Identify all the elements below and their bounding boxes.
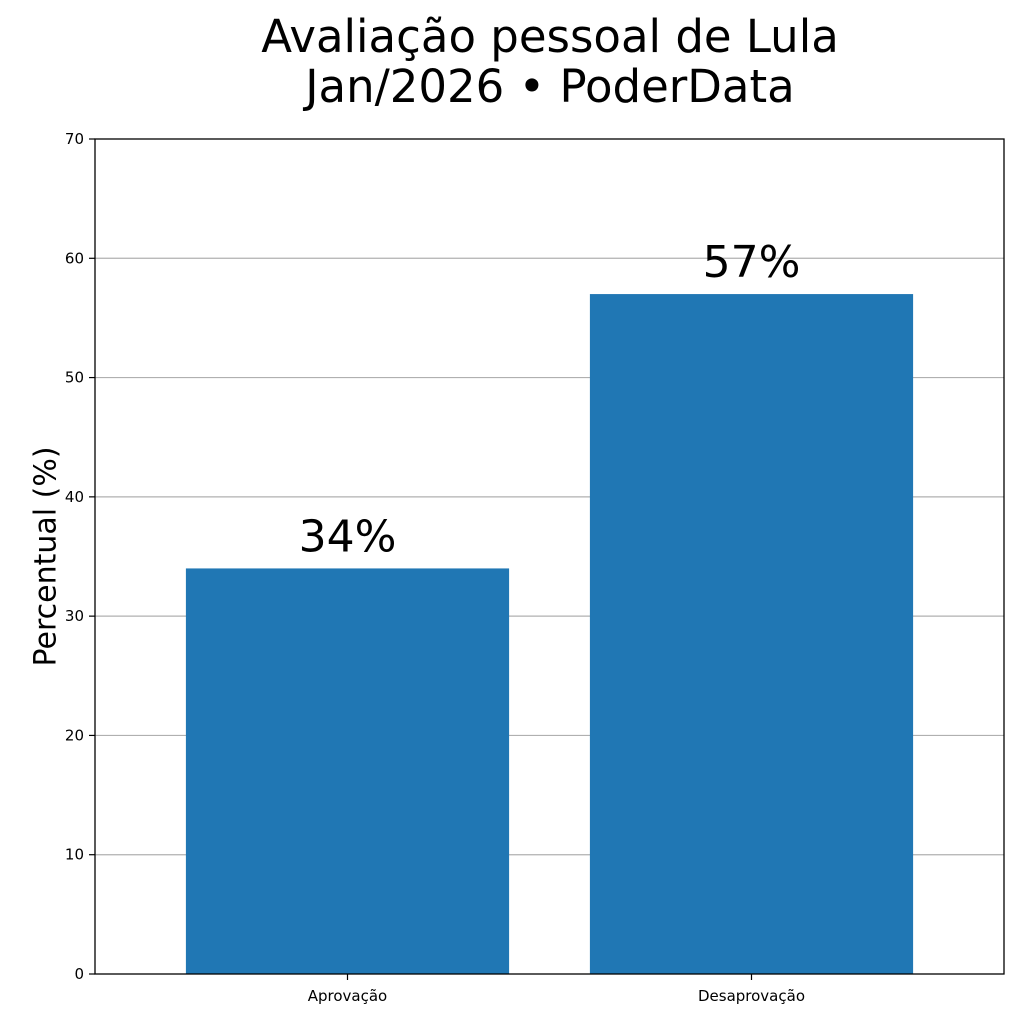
y-tick-label: 40 <box>65 488 84 506</box>
y-tick-label: 60 <box>65 249 84 267</box>
chart-title-line1: Avaliação pessoal de Lula <box>261 10 839 63</box>
bars <box>185 294 914 975</box>
chart-title-line2: Jan/2026 • PoderData <box>305 60 795 113</box>
x-tick-label: Desaprovação <box>698 987 805 1005</box>
plot-frame <box>94 138 1005 975</box>
y-tick-label: 30 <box>65 607 84 625</box>
y-tick-label: 10 <box>65 846 84 864</box>
y-tick-label: 0 <box>74 965 84 983</box>
bar-value-label: 57% <box>703 237 801 288</box>
bar-value-label: 34% <box>299 511 397 562</box>
axis-ticks: 0 10 20 30 40 50 60 70 Aprovação Desaprovação <box>65 130 805 1005</box>
x-tick-label: Aprovação <box>308 987 387 1005</box>
bar-value-labels: 34% 57% <box>299 237 801 562</box>
bar-1 <box>185 568 510 974</box>
y-tick-label: 20 <box>65 726 84 744</box>
bar-2 <box>589 294 914 975</box>
y-tick-label: 50 <box>65 369 84 387</box>
y-axis-label: Percentual (%) <box>29 446 64 666</box>
y-tick-label: 70 <box>65 130 84 148</box>
chart-title: Avaliação pessoal de Lula Jan/2026 • Pod… <box>0 12 1024 112</box>
